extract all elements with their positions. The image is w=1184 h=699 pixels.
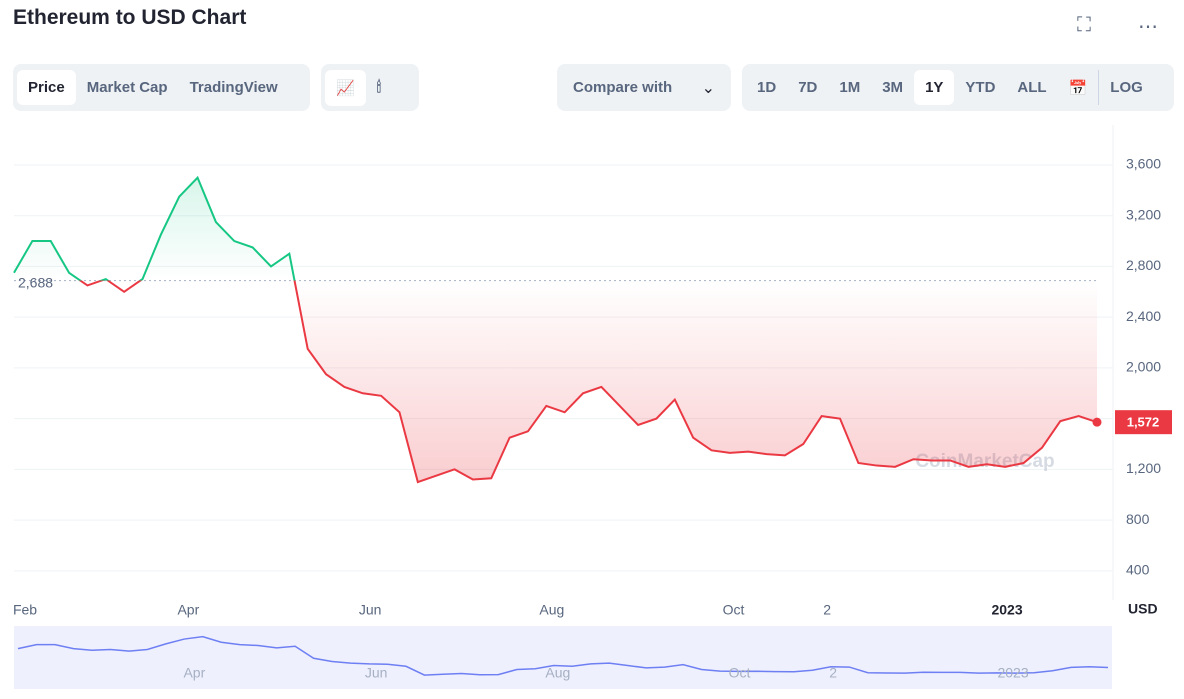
range-button[interactable]: 7D	[798, 79, 818, 96]
candle-chart-button[interactable]: 🕯	[376, 79, 381, 96]
navigator-bg	[14, 626, 1112, 689]
x-tick-label: 2023	[991, 602, 1022, 618]
navigator-tick-label: Aug	[545, 665, 570, 681]
x-tick-label: Feb	[13, 602, 37, 618]
x-tick-label: Apr	[177, 602, 199, 618]
range-button[interactable]: 1Y	[914, 70, 955, 105]
baseline-label: 2,688	[18, 274, 53, 290]
navigator-line	[17, 635, 1109, 676]
navigator-tick-label: Oct	[729, 665, 751, 681]
line-chart-button[interactable]: 📈	[325, 69, 366, 106]
y-tick-label: 2,400	[1126, 308, 1161, 324]
navigator-tick-label: Apr	[183, 665, 205, 681]
compare-dropdown[interactable]: Compare with ⌄	[557, 64, 731, 111]
range-button[interactable]: YTD	[965, 79, 996, 96]
range-group: 1D 7D 1M 3M 1Y YTD ALL 📅 LOG	[742, 64, 1174, 111]
tab-button[interactable]: Price	[17, 70, 76, 105]
log-button[interactable]: LOG	[1098, 70, 1154, 105]
y-tick-label: 3,200	[1126, 206, 1161, 222]
range-button[interactable]: 3M	[882, 79, 904, 96]
x-tick-label: Jun	[359, 602, 382, 618]
y-tick-label: 400	[1126, 562, 1150, 578]
compare-label: Compare with	[573, 79, 673, 96]
y-tick-label: 2,800	[1126, 257, 1161, 273]
calendar-icon[interactable]: 📅	[1068, 79, 1088, 97]
last-price-badge	[1115, 410, 1172, 435]
y-tick-label: 800	[1126, 511, 1150, 527]
price-area	[14, 177, 1097, 483]
x-tick-label: Aug	[539, 602, 564, 618]
chart-type-group: 📈 🕯	[321, 64, 419, 111]
y-tick-label: 3,600	[1126, 156, 1161, 172]
tab-group: Price Market Cap TradingView	[13, 64, 310, 111]
range-button[interactable]: 1D	[757, 79, 777, 96]
navigator-tick-label: Jun	[365, 665, 388, 681]
tab-button[interactable]: TradingView	[189, 79, 278, 96]
range-button[interactable]: 1M	[839, 79, 861, 96]
x-tick-label: Oct	[723, 602, 745, 618]
last-price-label: 1,572	[1127, 415, 1160, 430]
more-icon[interactable]: ⋯	[1138, 16, 1158, 38]
page-title: Ethereum to USD Chart	[13, 6, 247, 29]
range-button[interactable]: ALL	[1017, 79, 1047, 96]
x-tick-label: 2	[823, 602, 831, 618]
last-point	[1092, 417, 1102, 427]
navigator-tick-label: 2	[829, 665, 837, 681]
price-line	[13, 175, 1098, 484]
chevron: ⌄	[701, 79, 715, 97]
y-tick-label: 2,000	[1126, 359, 1161, 375]
navigator-tick-label: 2023	[997, 665, 1028, 681]
y-axis-label: USD	[1128, 601, 1158, 617]
y-tick-label: 1,200	[1126, 460, 1161, 476]
fullscreen-icon[interactable]: ⛶	[1077, 14, 1091, 36]
tab-button[interactable]: Market Cap	[86, 79, 168, 96]
